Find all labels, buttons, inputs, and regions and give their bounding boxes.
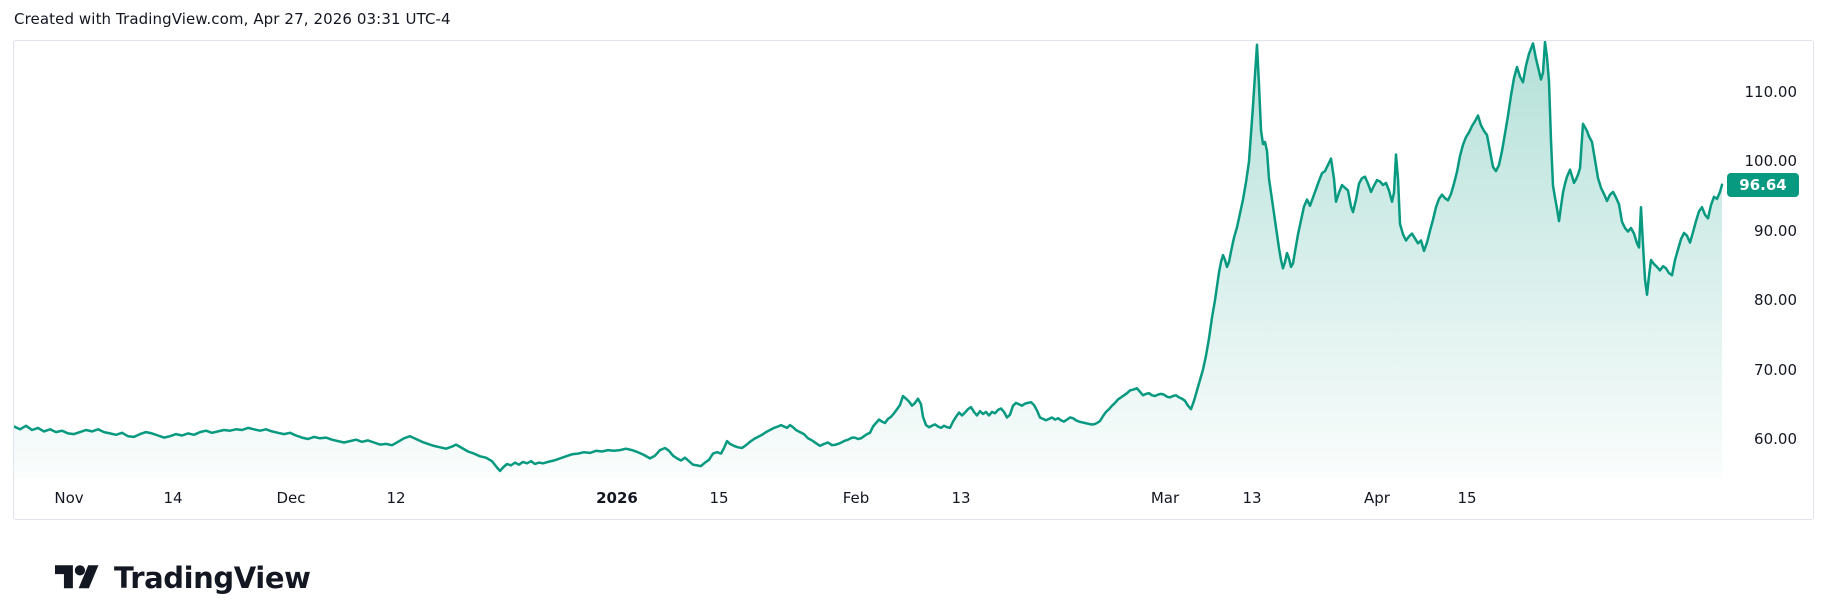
time-axis-label: Feb: [842, 489, 870, 507]
price-line: [14, 41, 1724, 473]
last-price-badge: 96.64: [1727, 173, 1799, 197]
time-axis-label: 12: [386, 489, 406, 507]
area-fill: [14, 42, 1722, 478]
time-axis-label: 13: [951, 489, 971, 507]
price-axis-label: 60.00: [1754, 430, 1797, 448]
price-axis-label: 90.00: [1754, 222, 1797, 240]
tradingview-logo-text: TradingView: [114, 561, 311, 595]
price-axis-label: 70.00: [1754, 361, 1797, 379]
time-axis-label: 15: [1457, 489, 1477, 507]
price-axis-label: 80.00: [1754, 291, 1797, 309]
price-axis-label: 100.00: [1744, 152, 1798, 170]
tradingview-logo[interactable]: TradingView: [55, 560, 311, 596]
price-axis-label: 110.00: [1744, 83, 1798, 101]
time-axis-label: Nov: [54, 489, 84, 507]
time-axis-label: 2026: [596, 489, 638, 507]
time-axis-label: 14: [163, 489, 183, 507]
chart-frame: 110.00 100.00 90.00 80.00 70.00 60.00 Nov 14 De…: [13, 40, 1814, 520]
time-axis-label: 13: [1242, 489, 1262, 507]
time-axis-label: Apr: [1364, 489, 1390, 507]
time-axis-label: Dec: [276, 489, 306, 507]
tradingview-mark-icon: [55, 565, 99, 589]
time-axis-label: 15: [709, 489, 729, 507]
price-area-chart[interactable]: [14, 41, 1813, 519]
time-axis-label: Mar: [1150, 489, 1180, 507]
attribution-text: Created with TradingView.com, Apr 27, 20…: [14, 10, 451, 28]
